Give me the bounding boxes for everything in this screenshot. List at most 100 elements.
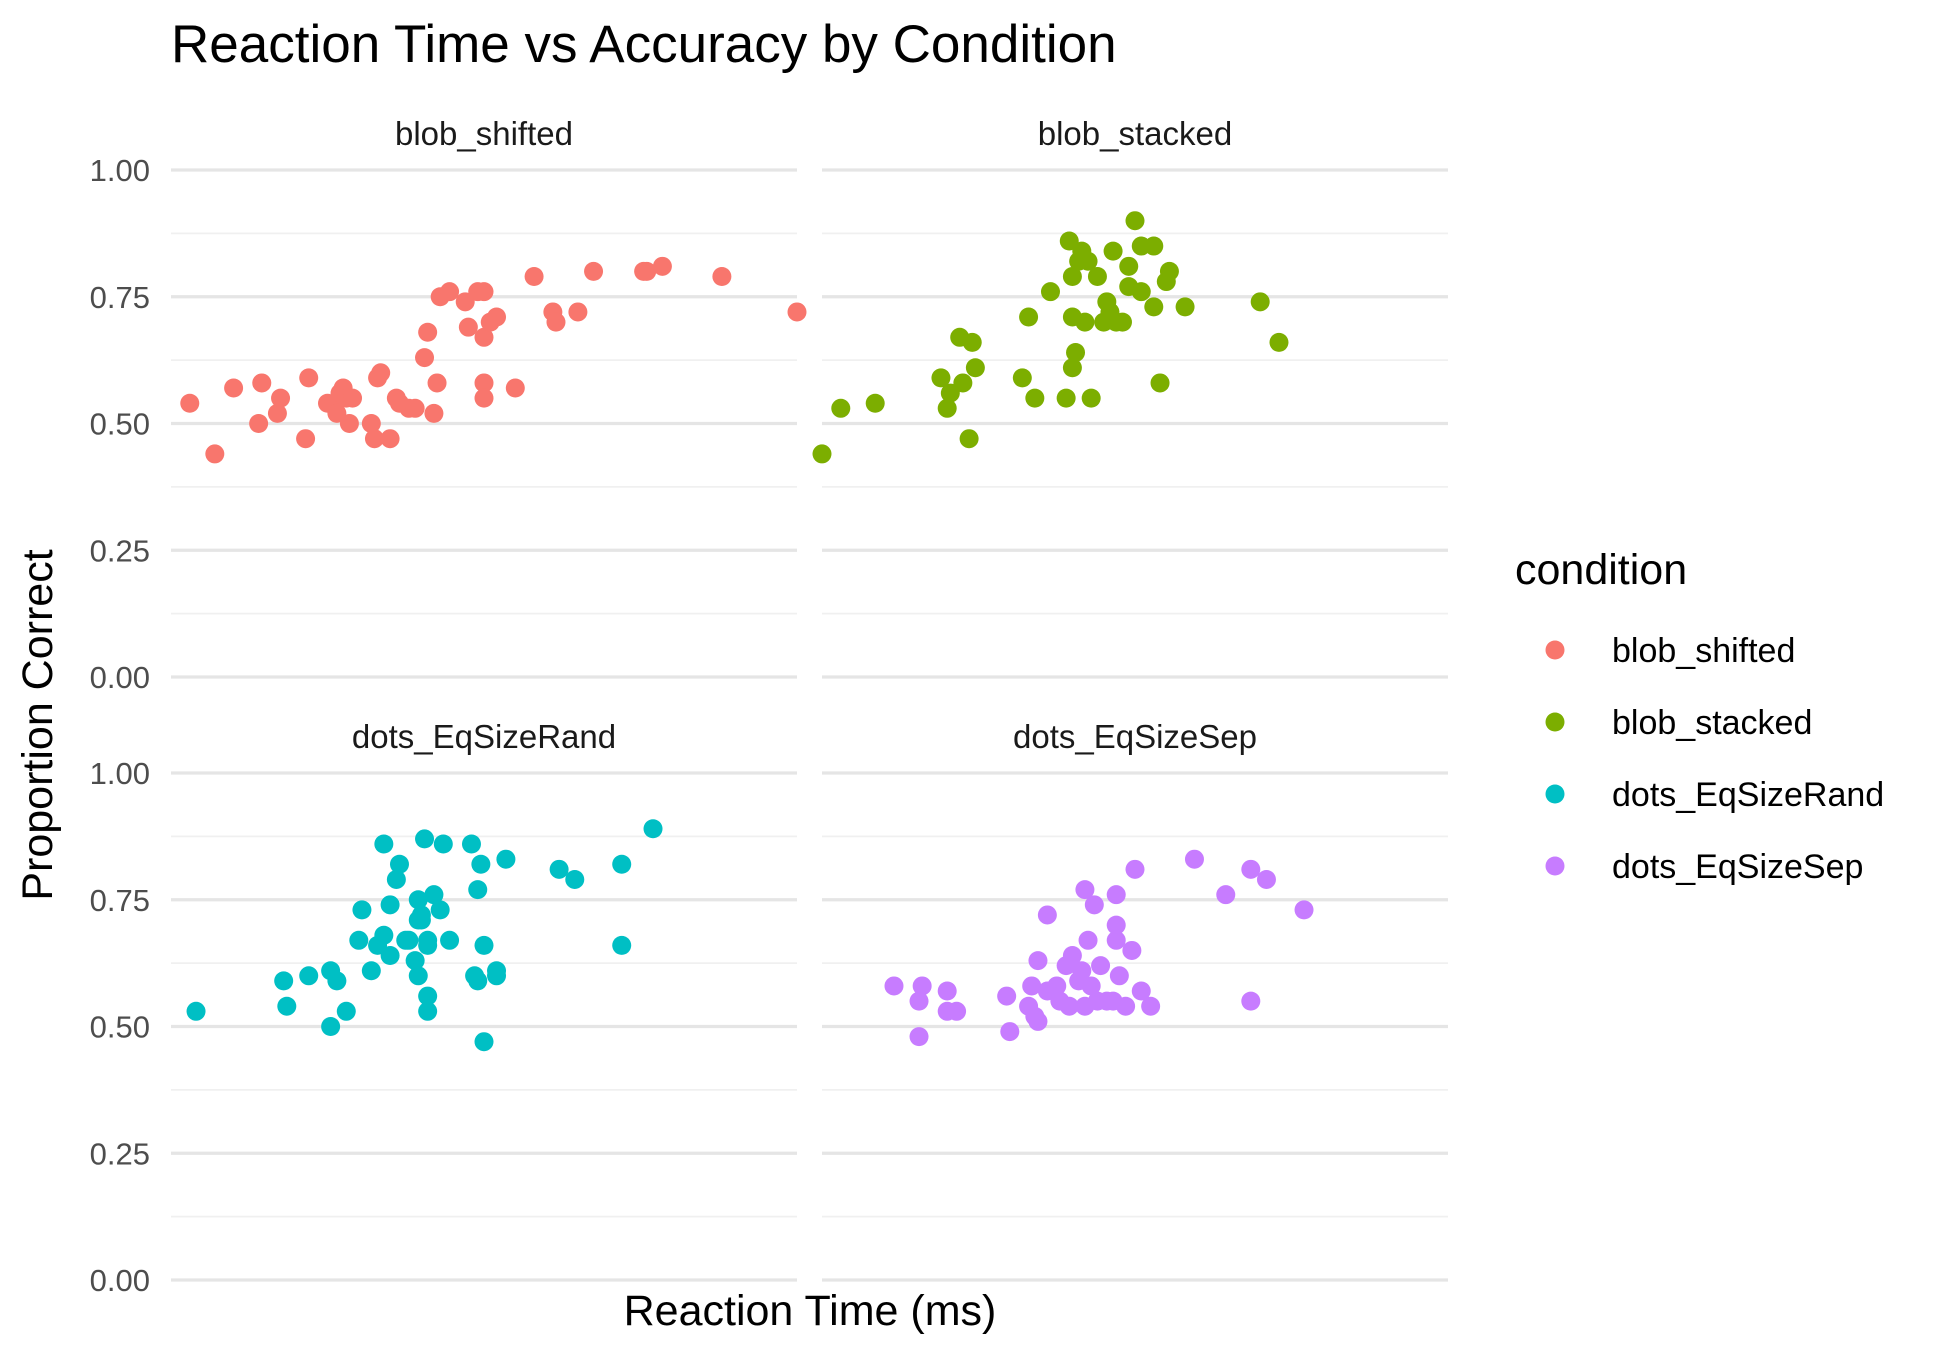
data-point — [321, 1017, 341, 1036]
data-point — [474, 935, 494, 955]
data-point — [474, 327, 494, 347]
data-point — [909, 1027, 929, 1047]
facet-strip-label: dots_EqSizeSep — [1013, 718, 1257, 755]
data-point — [474, 1032, 494, 1052]
data-point — [374, 925, 394, 945]
data-point — [389, 854, 409, 874]
data-point — [411, 910, 431, 930]
legend-key — [1545, 856, 1565, 876]
data-point — [415, 829, 435, 849]
data-point — [1106, 915, 1126, 935]
legend: condition blob_shifted blob_stacked dots_E… — [1515, 546, 1884, 886]
data-point — [180, 393, 200, 413]
data-point — [405, 398, 425, 418]
data-point — [1062, 358, 1082, 378]
data-point — [352, 900, 372, 920]
data-point — [1037, 905, 1057, 925]
data-point — [1025, 388, 1045, 408]
data-point — [468, 971, 488, 991]
data-point — [399, 930, 419, 950]
data-point — [1125, 859, 1145, 879]
data-point — [468, 880, 488, 900]
data-point — [418, 1001, 438, 1021]
data-point — [1294, 900, 1314, 920]
data-point — [1075, 880, 1095, 900]
data-point — [947, 1001, 967, 1021]
data-point — [1056, 388, 1076, 408]
data-point — [1072, 961, 1092, 981]
data-point — [405, 951, 425, 971]
data-point — [909, 991, 929, 1011]
data-point — [865, 393, 885, 413]
data-point — [1112, 312, 1132, 332]
data-point — [1103, 241, 1123, 261]
legend-title: condition — [1515, 546, 1687, 594]
data-point — [296, 429, 316, 449]
data-point — [643, 819, 663, 839]
data-point — [565, 869, 585, 889]
data-point — [424, 403, 444, 423]
data-point — [205, 444, 225, 464]
data-point — [1000, 1022, 1020, 1042]
data-point — [461, 834, 481, 854]
data-point — [962, 332, 982, 352]
data-point — [299, 966, 319, 986]
legend-key — [1545, 640, 1565, 660]
facet-strip-label: dots_EqSizeRand — [352, 718, 616, 755]
data-point — [277, 996, 297, 1016]
data-point — [415, 348, 435, 368]
data-point — [1106, 885, 1126, 905]
y-tick-label: 0.00 — [90, 660, 150, 695]
data-point — [1216, 885, 1236, 905]
y-tick-label: 1.00 — [90, 756, 150, 791]
facet-panel: 0.00 0.25 0.50 0.75 1.00 blob_shifted — [90, 115, 807, 695]
data-point — [386, 869, 406, 889]
legend-label: dots_EqSizeRand — [1612, 776, 1884, 814]
data-point — [584, 261, 604, 281]
data-point — [1141, 996, 1161, 1016]
data-point — [418, 986, 438, 1006]
facet-panel: dots_EqSizeSep — [822, 718, 1448, 1282]
data-point — [1241, 859, 1261, 879]
data-point — [1078, 251, 1098, 271]
data-point — [1241, 991, 1261, 1011]
data-point — [1269, 332, 1289, 352]
data-point — [374, 834, 394, 854]
data-point — [274, 971, 294, 991]
data-point — [524, 266, 544, 286]
data-point — [1078, 930, 1098, 950]
data-point — [1144, 297, 1164, 317]
data-point — [361, 414, 381, 433]
data-point — [1040, 282, 1060, 302]
data-point — [1084, 895, 1104, 915]
data-point — [418, 322, 438, 342]
data-point — [1125, 211, 1145, 231]
data-point — [787, 302, 807, 322]
data-point — [1081, 976, 1101, 996]
data-point — [1119, 256, 1139, 276]
data-point — [831, 398, 851, 418]
data-point — [271, 388, 291, 408]
legend-label: blob_shifted — [1612, 632, 1795, 670]
legend-label: dots_EqSizeSep — [1612, 848, 1863, 886]
data-point — [912, 976, 932, 996]
data-point — [1087, 266, 1107, 286]
y-axis-title: Proportion Correct — [14, 549, 62, 900]
data-point — [1047, 976, 1067, 996]
data-point — [568, 302, 588, 322]
facet-panel: 0.00 0.25 0.50 0.75 1.00 dots_EqSizeRand — [90, 718, 797, 1298]
data-point — [471, 854, 491, 874]
data-point — [496, 849, 516, 869]
data-point — [371, 363, 391, 383]
data-point — [424, 885, 444, 905]
data-point — [1091, 956, 1111, 976]
legend-key — [1545, 784, 1565, 804]
data-point — [959, 429, 979, 449]
data-point — [937, 398, 957, 418]
data-point — [380, 946, 400, 966]
data-point — [937, 981, 957, 1001]
data-point — [1150, 373, 1170, 393]
data-point — [1022, 976, 1042, 996]
data-point — [433, 834, 453, 854]
